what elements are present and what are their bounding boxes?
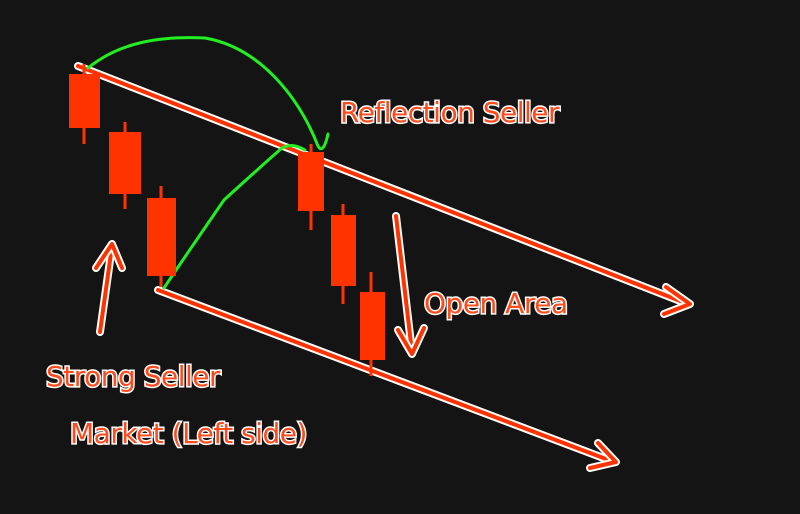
candle-4: [298, 144, 324, 230]
green-reflection-arc: [86, 36, 330, 151]
reflection-seller-label: Reflection Seller: [340, 96, 560, 129]
candle-2: [109, 122, 141, 209]
candle-3: [147, 186, 176, 287]
upper-trend-line: [74, 62, 694, 318]
candle-1: [69, 64, 100, 144]
arrow-down-icon: [392, 212, 428, 358]
market-left-side-label: Market (Left side): [70, 417, 307, 450]
lower-trend-line: [154, 286, 620, 472]
arrow-up-icon: [92, 240, 126, 336]
strong-seller-label: Strong Seller: [46, 360, 221, 393]
green-rise-line: [162, 144, 307, 290]
candle-6: [360, 272, 385, 376]
candle-5: [331, 204, 356, 304]
open-area-label: Open Area: [424, 287, 568, 320]
